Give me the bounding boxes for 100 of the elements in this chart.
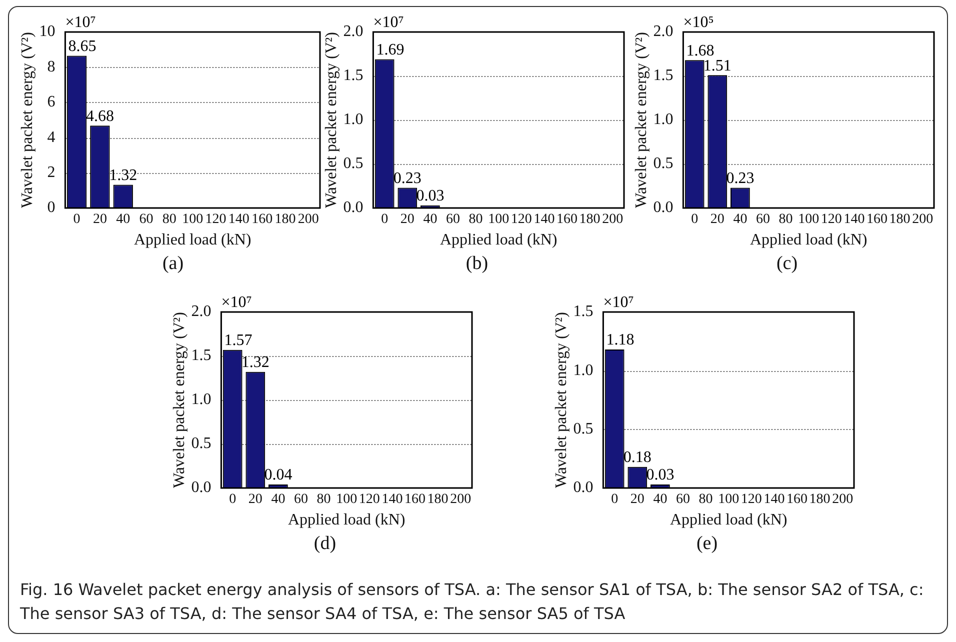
y-tick-label: 2.0 (191, 303, 212, 320)
x-tick-label: 0 (691, 212, 698, 228)
x-tick-label: 180 (427, 492, 448, 508)
x-tick-label: 120 (740, 492, 762, 508)
x-axis-title: Applied load (kN) (134, 232, 252, 249)
data-label: 0.03 (416, 188, 444, 205)
x-axis-title: Applied load (kN) (440, 232, 558, 249)
x-tick-label: 80 (468, 212, 483, 228)
data-label: 0.04 (264, 466, 292, 484)
data-label: 0.23 (726, 170, 754, 187)
y-tick-label: 2 (47, 164, 56, 182)
data-label: 1.57 (224, 332, 252, 350)
x-tick-label: 160 (556, 212, 578, 228)
x-axis-title: Applied load (kN) (750, 232, 868, 249)
x-tick-label: 40 (653, 492, 668, 508)
text: ×10⁵ (683, 14, 714, 32)
y-tick-label: 2.0 (343, 23, 364, 40)
x-tick-label: 80 (698, 492, 713, 508)
x-tick-label: 180 (579, 212, 600, 228)
x-tick-label: 140 (228, 212, 250, 228)
data-label: 0.23 (393, 170, 422, 187)
y-tick-label: 0.0 (191, 479, 212, 496)
x-tick-label: 160 (786, 492, 808, 508)
y-tick-label: 0.5 (191, 435, 212, 452)
x-tick-label: 140 (534, 212, 555, 228)
y-tick-label: 1.0 (191, 391, 212, 408)
y-tick-label: 1.0 (343, 111, 364, 128)
y-tick-label: 0.5 (573, 420, 594, 438)
y-axis-title: Wavelet packet energy (V²) (322, 32, 340, 208)
x-tick-label: 60 (294, 492, 308, 508)
x-tick-label: 20 (92, 212, 107, 228)
y-tick-label: 0.0 (343, 199, 364, 216)
x-tick-label: 180 (889, 212, 910, 228)
x-tick-label: 80 (778, 212, 793, 228)
y-tick-label: 0.5 (653, 155, 674, 172)
y-tick-label: 1.5 (191, 347, 212, 364)
x-axis-title: Applied load (kN) (670, 512, 788, 529)
x-tick-label: 80 (162, 212, 176, 228)
data-label: 1.32 (241, 354, 270, 372)
x-tick-label: 200 (450, 492, 472, 508)
x-tick-label: 200 (912, 212, 934, 228)
x-tick-label: 200 (602, 212, 624, 228)
x-tick-label: 0 (381, 212, 388, 228)
text: ×10⁷ (603, 294, 634, 312)
text: ×10⁷ (221, 294, 252, 312)
x-tick-label: 100 (336, 492, 358, 508)
y-tick-label: 1.5 (343, 67, 364, 84)
x-tick-label: 0 (73, 212, 80, 228)
y-axis-title: Wavelet packet energy (V²) (170, 312, 188, 488)
text: (d) (312, 533, 338, 555)
y-tick-label: 0.0 (653, 199, 674, 216)
data-label: 1.68 (686, 42, 714, 60)
x-tick-label: 100 (718, 492, 740, 508)
x-tick-label: 20 (710, 212, 724, 228)
text: (a) (161, 253, 185, 275)
data-label: 1.32 (109, 166, 138, 184)
y-tick-label: 1.5 (653, 67, 674, 84)
x-tick-label: 140 (764, 492, 785, 508)
x-tick-label: 100 (182, 212, 204, 228)
x-tick-label: 40 (116, 212, 130, 228)
x-tick-label: 100 (798, 212, 820, 228)
x-tick-label: 60 (139, 212, 154, 228)
x-tick-label: 180 (809, 492, 830, 508)
y-tick-label: 8 (47, 58, 56, 76)
x-tick-label: 60 (676, 492, 690, 508)
y-tick-label: 0 (47, 199, 56, 216)
data-label: 0.03 (646, 466, 674, 484)
x-tick-label: 120 (510, 212, 532, 228)
x-tick-label: 100 (488, 212, 510, 228)
x-tick-label: 140 (382, 492, 403, 508)
y-axis-title: Wavelet packet energy (V²) (552, 312, 570, 488)
x-tick-label: 40 (733, 212, 748, 228)
y-tick-label: 6 (47, 94, 56, 111)
data-label: 1.51 (703, 57, 732, 74)
data-label: 4.68 (86, 108, 114, 125)
caption: Fig. 16 Wavelet packet energy analysis of sensors of TSA. a: The sensor SA1 of TSA, b: The sensor SA2 of TSA, c: The sensor SA3 of TSA, d: The sensor SA4 of TSA, e: The sensor SA5 of TSA (20, 579, 925, 625)
x-tick-label: 20 (630, 492, 644, 508)
y-tick-label: 0.5 (343, 155, 364, 172)
x-tick-label: 60 (756, 212, 770, 228)
x-tick-label: 180 (274, 212, 296, 228)
x-tick-label: 160 (252, 212, 273, 228)
x-tick-label: 160 (404, 492, 426, 508)
x-tick-label: 40 (423, 212, 438, 228)
y-tick-label: 1.0 (573, 362, 594, 379)
data-label: 0.18 (623, 449, 652, 466)
y-tick-label: 1.0 (653, 111, 674, 128)
x-tick-label: 120 (820, 212, 842, 228)
x-tick-label: 20 (400, 212, 414, 228)
text: ×10⁷ (65, 14, 96, 32)
x-tick-label: 120 (358, 492, 380, 508)
x-tick-label: 160 (866, 212, 888, 228)
x-tick-label: 120 (205, 212, 226, 228)
y-tick-label: 2.0 (653, 23, 674, 40)
x-tick-label: 60 (446, 212, 460, 228)
y-tick-label: 4 (47, 128, 56, 146)
x-tick-label: 20 (248, 492, 262, 508)
y-tick-label: 1.5 (573, 303, 594, 320)
x-tick-label: 200 (298, 212, 319, 228)
y-axis-title: Wavelet packet energy (V²) (632, 32, 650, 208)
x-axis-title: Applied load (kN) (288, 512, 406, 529)
